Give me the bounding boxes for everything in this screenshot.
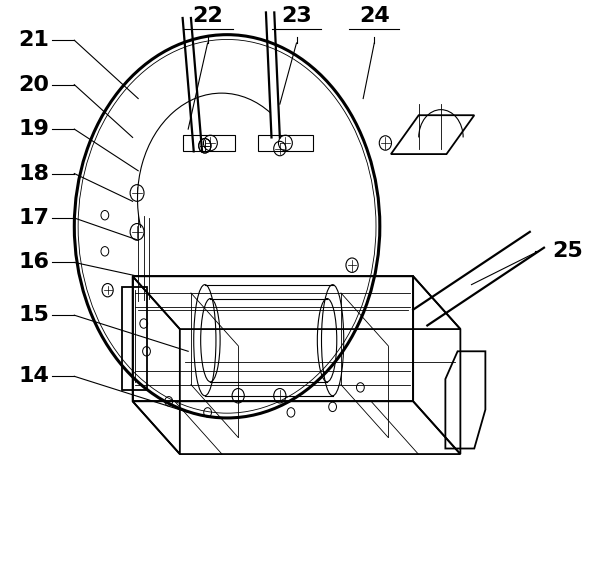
Text: 19: 19 — [18, 119, 49, 139]
Text: 23: 23 — [281, 6, 312, 26]
Text: 20: 20 — [18, 75, 49, 95]
Text: 17: 17 — [18, 208, 49, 228]
Text: 15: 15 — [18, 305, 49, 325]
Text: 24: 24 — [359, 6, 390, 26]
Text: 16: 16 — [18, 252, 49, 273]
Text: 18: 18 — [18, 164, 49, 183]
Text: 22: 22 — [192, 6, 223, 26]
Text: 21: 21 — [18, 30, 49, 50]
Text: 25: 25 — [552, 241, 583, 261]
Text: 14: 14 — [18, 366, 49, 387]
